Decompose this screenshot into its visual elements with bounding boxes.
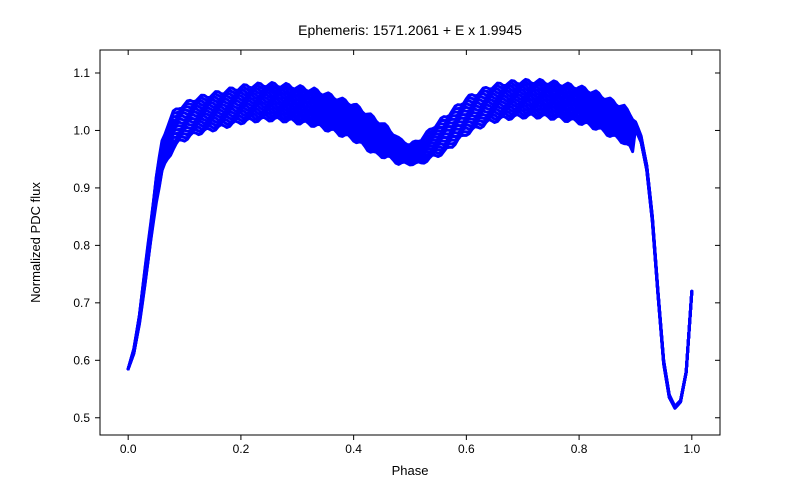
data-series-group xyxy=(128,79,692,408)
x-tick-label: 0.6 xyxy=(458,442,475,456)
light-curve-cycle xyxy=(128,96,692,408)
y-axis-label: Normalized PDC flux xyxy=(28,182,43,303)
x-tick-label: 0.2 xyxy=(233,442,250,456)
light-curve-cycle xyxy=(128,93,692,407)
y-tick-label: 1.0 xyxy=(73,123,90,137)
y-tick-label: 0.8 xyxy=(73,238,90,252)
x-tick-label: 0.4 xyxy=(345,442,362,456)
x-tick-label: 1.0 xyxy=(683,442,700,456)
light-curve-cycle xyxy=(128,91,692,407)
x-tick-label: 0.8 xyxy=(571,442,588,456)
y-tick-label: 0.7 xyxy=(73,296,90,310)
y-tick-label: 1.1 xyxy=(73,66,90,80)
x-tick-label: 0.0 xyxy=(120,442,137,456)
chart-title: Ephemeris: 1571.2061 + E x 1.9945 xyxy=(298,22,522,38)
y-tick-label: 0.9 xyxy=(73,181,90,195)
y-tick-label: 0.6 xyxy=(73,353,90,367)
y-tick-label: 0.5 xyxy=(73,411,90,425)
chart-svg: 0.0 0.2 0.4 0.6 0.8 1.0 0.5 0.6 0.7 0.8 0.9 1.0 1.1 P… xyxy=(0,0,800,500)
phase-light-curve-chart: 0.0 0.2 0.4 0.6 0.8 1.0 0.5 0.6 0.7 0.8 0.9 1.0 1.1 P… xyxy=(0,0,800,500)
x-axis-label: Phase xyxy=(392,463,429,478)
